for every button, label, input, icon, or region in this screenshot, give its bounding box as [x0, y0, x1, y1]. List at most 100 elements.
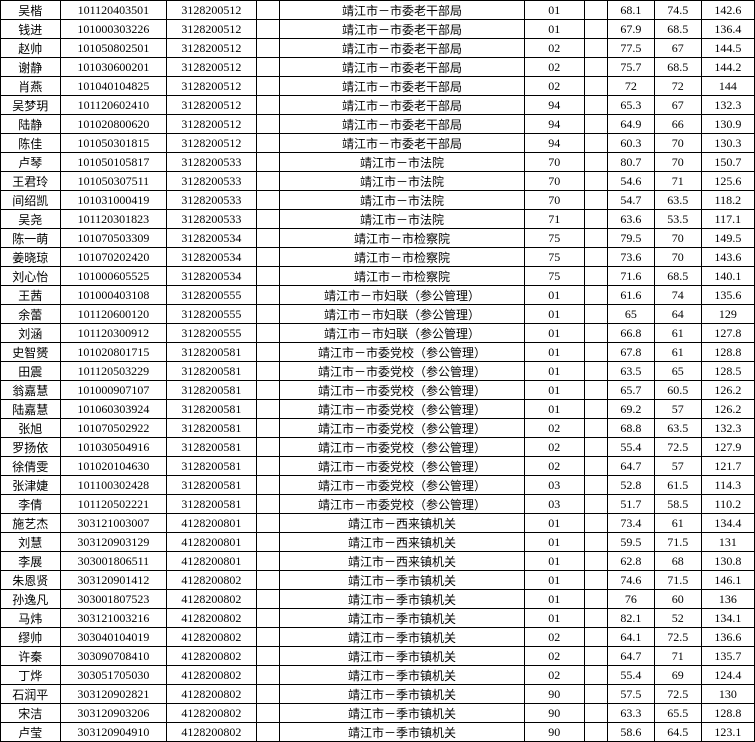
- table-cell: 75: [524, 229, 584, 248]
- table-cell: 刘涵: [1, 324, 61, 343]
- table-cell: 张津婕: [1, 476, 61, 495]
- table-row: 田震1011205032293128200581靖江市－市委党校（参公管理）01…: [1, 362, 755, 381]
- table-cell: 71.5: [654, 533, 701, 552]
- table-cell: 66: [654, 115, 701, 134]
- table-cell: 72.5: [654, 628, 701, 647]
- table-cell: [584, 324, 607, 343]
- table-cell: 余蕾: [1, 305, 61, 324]
- table-cell: [256, 362, 279, 381]
- table-cell: [256, 286, 279, 305]
- table-cell: 142.6: [701, 1, 754, 20]
- table-cell: 石润平: [1, 685, 61, 704]
- table-cell: 63.5: [607, 362, 654, 381]
- table-cell: [584, 476, 607, 495]
- table-cell: [584, 381, 607, 400]
- table-cell: 靖江市－西来镇机关: [279, 514, 524, 533]
- table-cell: [584, 343, 607, 362]
- table-row: 刘慧3031209031294128200801靖江市－西来镇机关0159.57…: [1, 533, 755, 552]
- table-row: 王君玲1010503075113128200533靖江市－市法院7054.671…: [1, 172, 755, 191]
- table-cell: 靖江市－季市镇机关: [279, 609, 524, 628]
- table-cell: 4128200801: [167, 552, 256, 571]
- table-cell: 02: [524, 666, 584, 685]
- table-cell: 64.5: [654, 723, 701, 742]
- table-cell: [256, 305, 279, 324]
- table-cell: 75: [524, 267, 584, 286]
- table-body: 吴楷1011204035013128200512靖江市－市委老干部局0168.1…: [1, 1, 755, 742]
- table-cell: 靖江市－西来镇机关: [279, 552, 524, 571]
- table-cell: 70: [654, 248, 701, 267]
- table-cell: [584, 647, 607, 666]
- table-cell: 靖江市－市委党校（参公管理）: [279, 419, 524, 438]
- table-cell: 3128200533: [167, 153, 256, 172]
- table-row: 徐倩雯1010201046303128200581靖江市－市委党校（参公管理）0…: [1, 457, 755, 476]
- table-cell: 张旭: [1, 419, 61, 438]
- table-cell: 64.9: [607, 115, 654, 134]
- table-cell: [256, 20, 279, 39]
- table-cell: [256, 533, 279, 552]
- table-cell: 王茜: [1, 286, 61, 305]
- data-table: 吴楷1011204035013128200512靖江市－市委老干部局0168.1…: [0, 0, 755, 742]
- table-cell: 121.7: [701, 457, 754, 476]
- table-cell: 4128200802: [167, 590, 256, 609]
- table-cell: 101120602410: [60, 96, 166, 115]
- table-cell: 3128200533: [167, 210, 256, 229]
- table-cell: [584, 362, 607, 381]
- table-cell: [256, 476, 279, 495]
- table-cell: 73.6: [607, 248, 654, 267]
- table-row: 孙逸凡3030018075234128200802靖江市－季市镇机关017660…: [1, 590, 755, 609]
- table-cell: 02: [524, 628, 584, 647]
- table-row: 宋洁3031209032064128200802靖江市－季市镇机关9063.36…: [1, 704, 755, 723]
- table-row: 间绍凯1010310004193128200533靖江市－市法院7054.763…: [1, 191, 755, 210]
- table-cell: 76: [607, 590, 654, 609]
- table-cell: 60.3: [607, 134, 654, 153]
- table-cell: 62.8: [607, 552, 654, 571]
- table-cell: [256, 248, 279, 267]
- table-cell: 70: [524, 172, 584, 191]
- table-cell: 3128200512: [167, 20, 256, 39]
- table-cell: 李倩: [1, 495, 61, 514]
- table-cell: 01: [524, 533, 584, 552]
- table-cell: 101060303924: [60, 400, 166, 419]
- table-cell: 70: [654, 153, 701, 172]
- table-cell: 吴尧: [1, 210, 61, 229]
- table-cell: 54.7: [607, 191, 654, 210]
- table-cell: 123.1: [701, 723, 754, 742]
- table-cell: 136.4: [701, 20, 754, 39]
- table-cell: [584, 590, 607, 609]
- table-cell: 75.7: [607, 58, 654, 77]
- table-row: 石润平3031209028214128200802靖江市－季市镇机关9057.5…: [1, 685, 755, 704]
- table-cell: 150.7: [701, 153, 754, 172]
- table-cell: [584, 248, 607, 267]
- table-cell: 刘心怡: [1, 267, 61, 286]
- table-cell: 59.5: [607, 533, 654, 552]
- table-cell: 70: [654, 134, 701, 153]
- table-cell: [584, 172, 607, 191]
- table-row: 谢静1010306002013128200512靖江市－市委老干部局0275.7…: [1, 58, 755, 77]
- table-cell: [584, 514, 607, 533]
- table-cell: 3128200512: [167, 115, 256, 134]
- table-cell: [584, 96, 607, 115]
- table-cell: 陆嘉慧: [1, 400, 61, 419]
- table-cell: 3128200581: [167, 476, 256, 495]
- table-cell: 67.8: [607, 343, 654, 362]
- table-cell: 靖江市－市法院: [279, 210, 524, 229]
- table-cell: 靖江市－市委党校（参公管理）: [279, 495, 524, 514]
- table-cell: 4128200802: [167, 666, 256, 685]
- table-cell: [256, 666, 279, 685]
- table-cell: 303001807523: [60, 590, 166, 609]
- table-cell: 靖江市－西来镇机关: [279, 533, 524, 552]
- table-cell: 128.8: [701, 343, 754, 362]
- table-cell: [584, 286, 607, 305]
- table-cell: [584, 723, 607, 742]
- table-row: 丁烨3030517050304128200802靖江市－季市镇机关0255.46…: [1, 666, 755, 685]
- table-cell: [584, 267, 607, 286]
- table-cell: 60.5: [654, 381, 701, 400]
- table-cell: 130.8: [701, 552, 754, 571]
- table-cell: 74.5: [654, 1, 701, 20]
- table-cell: 114.3: [701, 476, 754, 495]
- table-cell: 4128200801: [167, 514, 256, 533]
- table-cell: 01: [524, 609, 584, 628]
- table-cell: 3128200581: [167, 381, 256, 400]
- table-cell: [256, 647, 279, 666]
- table-cell: 01: [524, 1, 584, 20]
